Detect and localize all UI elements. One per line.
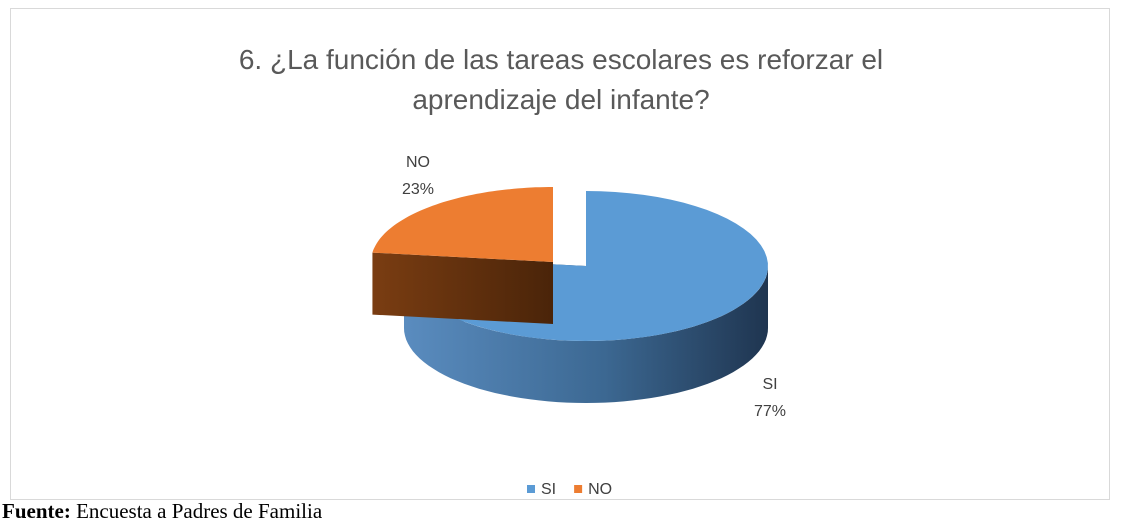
data-label-value: 23%	[402, 181, 434, 198]
chart-frame	[10, 8, 1110, 500]
caption-text: Encuesta a Padres de Familia	[76, 499, 323, 523]
data-label-name: SI	[762, 376, 777, 393]
data-label-value: 77%	[754, 403, 786, 420]
slice-top	[372, 187, 553, 262]
data-label-name: NO	[406, 154, 430, 171]
caption: Fuente: Encuesta a Padres de Familia	[2, 500, 322, 522]
chart-title: 6. ¿La función de las tareas escolares e…	[238, 44, 884, 115]
slice-side	[404, 266, 768, 403]
legend-label: SI	[541, 481, 556, 498]
slice	[372, 187, 553, 324]
legend-label: NO	[588, 481, 612, 498]
legend-swatch	[527, 485, 535, 493]
slice-edge	[372, 252, 553, 324]
caption-label: Fuente:	[2, 499, 71, 523]
legend-swatch	[574, 485, 583, 493]
